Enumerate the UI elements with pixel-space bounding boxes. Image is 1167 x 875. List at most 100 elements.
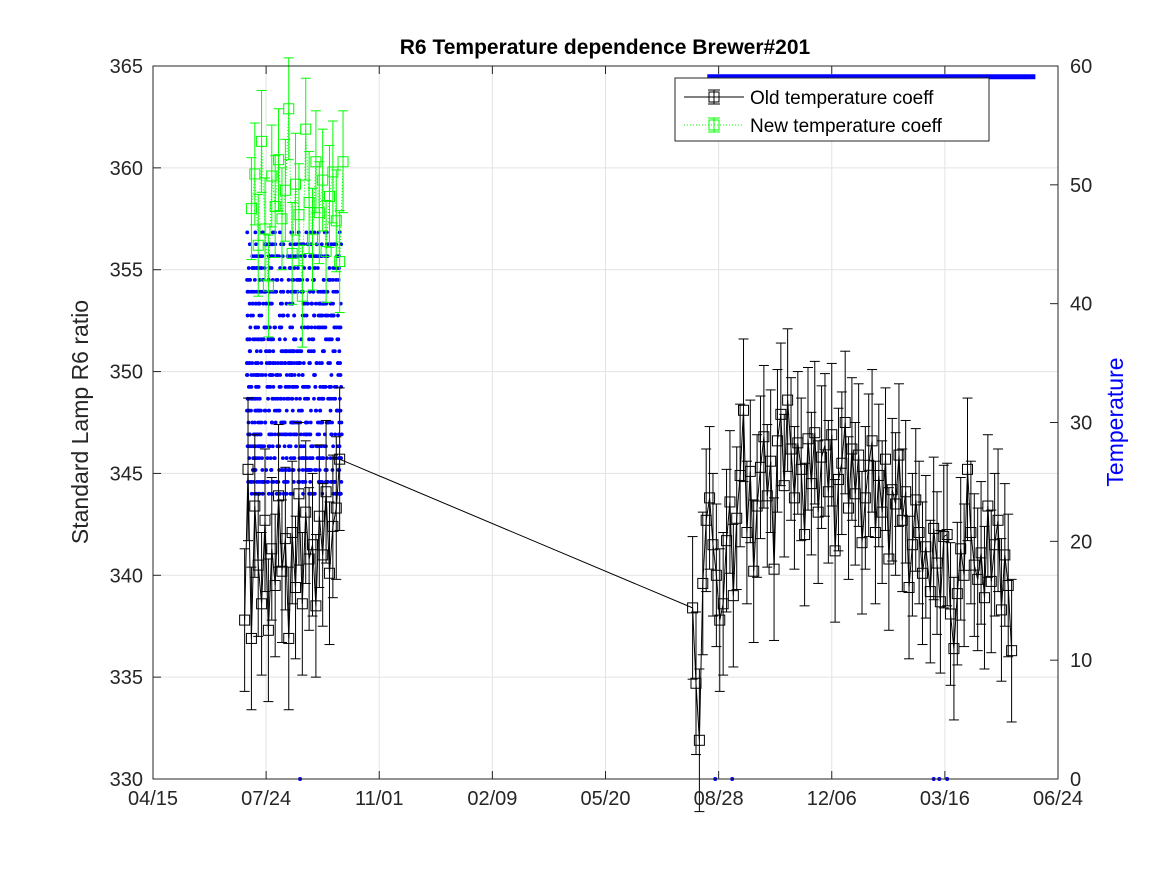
y2-tick-label: 0 [1070,769,1081,791]
temperature-point [263,408,268,413]
temperature-point [257,456,262,461]
temperature-point [309,325,314,330]
temperature-point [256,420,261,425]
y-tick-label: 355 [110,260,143,282]
temperature-point [306,325,311,330]
data-point [873,469,885,481]
temperature-point [329,373,334,377]
temperature-point [271,480,276,484]
temperature-point [245,230,250,235]
data-point [687,602,699,614]
temperature-point [267,373,272,377]
data-point [710,569,722,581]
temperature-point [303,301,308,306]
data-point [934,596,946,608]
temperature-point [283,349,287,354]
y-axis-label: Standard Lamp R6 ratio [67,300,93,544]
data-point [1006,645,1018,657]
data-point [795,463,807,475]
temperature-point [277,408,282,413]
temperature-point [245,289,250,294]
data-point [262,624,274,636]
temperature-point [305,384,310,389]
temperature-point [280,456,285,461]
temperature-point [331,266,336,270]
temperature-point [309,301,314,306]
temperature-point [245,337,250,342]
temperature-point [286,278,291,282]
data-point [788,492,800,504]
data-point [859,492,871,504]
temperature-point [306,349,311,354]
data-point [948,643,960,655]
temperature-point [283,361,288,365]
temperature-point [294,278,299,282]
data-point [812,506,824,518]
temperature-point [250,361,255,365]
data-point [307,539,319,551]
temperature-point [334,325,339,330]
data-point [266,543,278,555]
data-point [252,239,264,251]
temperature-point [264,361,269,365]
legend: Old temperature coeff New temperature co… [674,77,990,142]
temperature-point [267,349,272,354]
temperature-point [284,301,289,306]
data-point [822,486,834,498]
temperature-point [284,408,289,413]
data-point [293,488,305,500]
temperature-point [267,432,272,437]
data-point [843,502,855,514]
x-tick-label: 03/16 [920,788,970,810]
temperature-point [307,289,312,294]
temperature-point [326,313,330,318]
data-point [303,553,315,565]
data-point [880,453,892,465]
y-tick-label: 335 [110,667,143,689]
temperature-point [332,349,337,354]
y2-tick-label: 60 [1070,56,1092,78]
data-point [262,280,274,292]
data-point [978,592,990,604]
data-point [300,506,312,518]
temperature-point [312,468,317,472]
data-point [989,539,1001,551]
temperature-point [253,301,258,306]
temperature-point [248,349,253,354]
temperature-point [247,301,252,306]
temperature-point [339,432,344,437]
temperature-point [315,266,320,270]
data-point [771,435,783,447]
temperature-point [268,456,273,461]
data-point [269,579,281,591]
temperature-point [248,325,253,330]
temperature-point [279,396,284,401]
temperature-point [301,361,306,365]
data-point [693,734,705,746]
data-point [273,490,285,502]
temperature-point [260,230,265,235]
temperature-point [261,301,266,306]
temperature-point [257,313,262,318]
data-point [906,539,918,551]
data-point [1002,579,1014,591]
temperature-point [297,278,302,282]
y-tick-label: 350 [110,362,143,384]
temperature-point [265,456,270,461]
data-point [999,549,1011,561]
temperature-point [302,432,306,437]
temperature-point [294,444,298,449]
data-point [717,598,729,610]
temperature-point [305,432,309,437]
temperature-point [313,384,318,389]
temperature-point [271,349,276,354]
data-point [690,677,702,689]
y-tick-label: 360 [110,158,143,180]
data-point [761,490,773,502]
x-tick-label: 08/28 [694,788,744,810]
temperature-point [300,373,305,377]
temperature-point [289,396,294,401]
data-point [293,209,305,221]
temperature-point [245,313,250,318]
temperature-point [249,480,254,484]
